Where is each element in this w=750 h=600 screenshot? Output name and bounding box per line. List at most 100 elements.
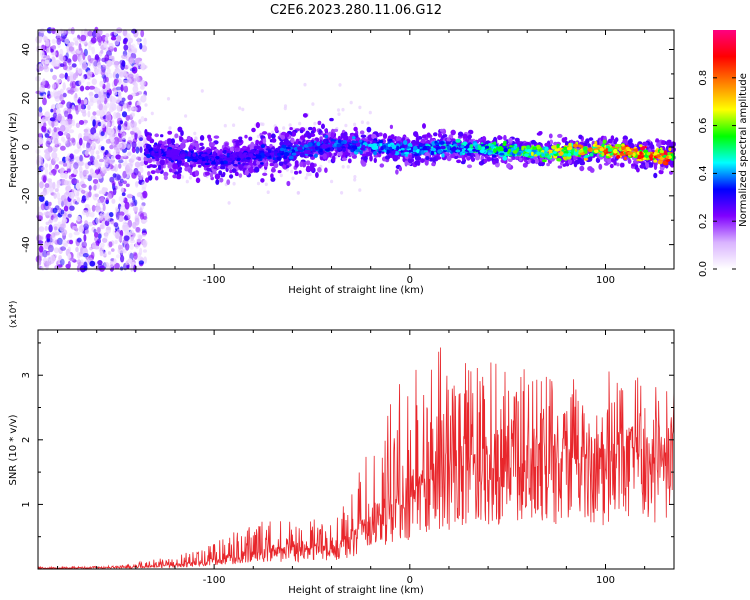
noise-mark bbox=[58, 255, 62, 261]
ridge-core-mark bbox=[373, 150, 377, 156]
ridge-mark bbox=[207, 134, 212, 139]
ridge-core-mark bbox=[445, 141, 451, 145]
ridge-mark bbox=[553, 141, 558, 146]
noise-mark bbox=[126, 162, 133, 170]
ridge-core-mark bbox=[379, 142, 383, 147]
noise-mark bbox=[105, 215, 111, 222]
noise-mark bbox=[104, 220, 110, 227]
noise-mark bbox=[124, 230, 130, 237]
noise-mark bbox=[94, 232, 99, 238]
scatter-mark bbox=[346, 165, 350, 169]
noise-mark bbox=[97, 238, 101, 244]
noise-mark bbox=[95, 217, 100, 224]
ridge-mark bbox=[462, 133, 468, 139]
ridge-mark bbox=[379, 163, 385, 168]
noise-mark bbox=[60, 209, 65, 215]
noise-mark bbox=[48, 219, 52, 224]
ridge-mark bbox=[348, 135, 354, 140]
ridge-mark bbox=[172, 174, 178, 179]
noise-mark bbox=[72, 73, 77, 81]
ridge-core-mark bbox=[455, 138, 461, 143]
ridge-mark bbox=[446, 155, 452, 162]
ridge-mark bbox=[158, 140, 163, 144]
noise-mark bbox=[119, 178, 124, 183]
ridge-mark bbox=[321, 123, 325, 130]
scatter-mark bbox=[344, 123, 348, 128]
ridge-core-mark bbox=[285, 146, 291, 150]
ridge-mark bbox=[530, 139, 537, 145]
noise-mark bbox=[50, 68, 54, 73]
noise-mark bbox=[97, 29, 103, 36]
scatter-mark bbox=[366, 121, 370, 125]
noise-mark bbox=[51, 51, 57, 56]
ridge-mark bbox=[163, 171, 169, 177]
noise-mark bbox=[42, 258, 48, 262]
noise-mark bbox=[111, 198, 116, 204]
ridge-mark bbox=[146, 135, 152, 142]
noise-mark bbox=[131, 141, 137, 149]
noise-mark bbox=[44, 59, 50, 65]
ridge-mark bbox=[588, 137, 594, 141]
noise-mark bbox=[111, 55, 115, 62]
ridge-mark bbox=[622, 139, 628, 144]
noise-mark bbox=[115, 212, 120, 220]
noise-mark bbox=[44, 183, 50, 189]
ridge-mark bbox=[658, 169, 664, 175]
ridge-mark bbox=[330, 132, 335, 139]
noise-mark bbox=[37, 240, 44, 245]
scatter-mark bbox=[290, 169, 294, 174]
noise-mark bbox=[83, 74, 88, 80]
scatter-mark bbox=[296, 191, 301, 195]
noise-mark bbox=[135, 146, 140, 154]
ridge-core-mark bbox=[295, 152, 301, 155]
ridge-mark bbox=[177, 126, 183, 133]
noise-mark bbox=[54, 95, 61, 102]
ridge-mark bbox=[248, 167, 254, 174]
ridge-core-mark bbox=[367, 141, 371, 144]
noise-mark bbox=[50, 254, 56, 263]
ridge-mark bbox=[298, 170, 302, 174]
ridge-mark bbox=[309, 162, 315, 168]
ridge-core-mark bbox=[580, 145, 584, 149]
ridge-mark bbox=[234, 171, 239, 177]
noise-mark bbox=[91, 172, 97, 178]
ridge-mark bbox=[395, 169, 399, 175]
ridge-core-mark bbox=[145, 144, 152, 149]
noise-mark bbox=[83, 28, 88, 36]
ridge-mark bbox=[385, 155, 391, 160]
noise-mark bbox=[118, 100, 125, 107]
noise-mark bbox=[81, 59, 87, 64]
scatter-mark bbox=[144, 103, 148, 107]
noise-mark bbox=[114, 146, 120, 153]
ridge-mark bbox=[154, 175, 159, 181]
ridge-mark bbox=[495, 157, 499, 164]
noise-mark bbox=[64, 110, 69, 118]
ridge-core-mark bbox=[155, 157, 160, 162]
noise-mark bbox=[67, 65, 72, 72]
ridge-mark bbox=[148, 174, 153, 181]
noise-mark bbox=[42, 249, 48, 258]
ridge-mark bbox=[195, 147, 200, 151]
noise-mark bbox=[129, 67, 136, 72]
noise-mark bbox=[69, 153, 74, 160]
noise-mark bbox=[80, 199, 86, 204]
noise-mark bbox=[131, 66, 138, 74]
ridge-mark bbox=[252, 160, 258, 166]
noise-mark bbox=[141, 228, 147, 233]
ridge-mark bbox=[250, 141, 255, 148]
ridge-core-mark bbox=[504, 145, 507, 149]
noise-mark bbox=[77, 105, 82, 112]
ridge-mark bbox=[306, 132, 312, 139]
noise-mark bbox=[57, 197, 62, 206]
ridge-mark bbox=[483, 158, 488, 164]
noise-mark bbox=[87, 161, 93, 166]
scatter-mark bbox=[358, 188, 362, 192]
ridge-mark bbox=[562, 163, 567, 167]
noise-mark bbox=[69, 257, 75, 262]
ridge-core-mark bbox=[362, 144, 365, 148]
noise-mark bbox=[98, 136, 104, 142]
scatter-mark bbox=[353, 178, 357, 182]
noise-mark bbox=[108, 212, 114, 218]
noise-mark bbox=[115, 86, 122, 92]
ridge-core-mark bbox=[372, 140, 377, 144]
